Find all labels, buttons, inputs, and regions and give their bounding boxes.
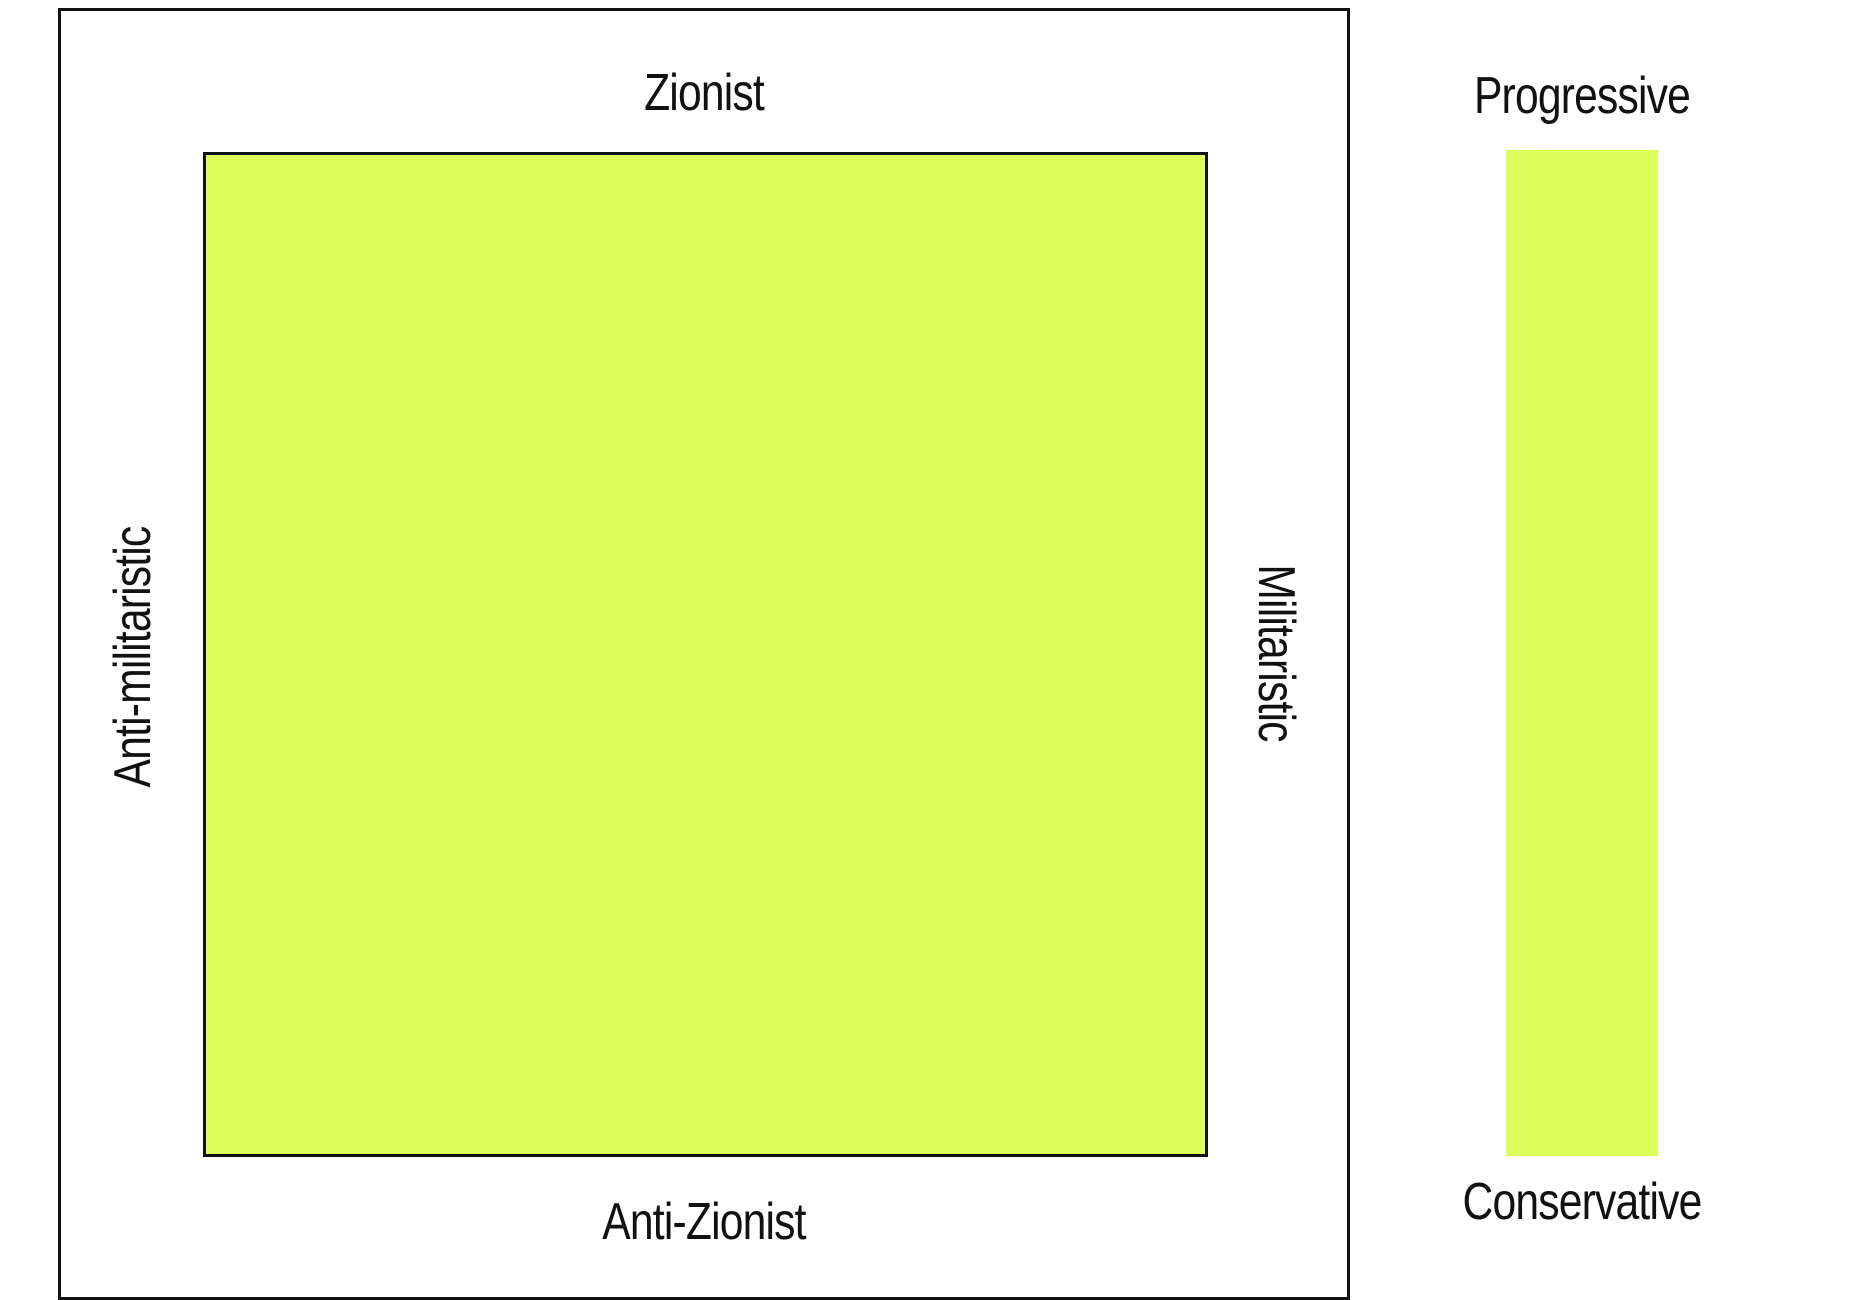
scale-bottom-label: Conservative [1462,1173,1702,1231]
scale-top-label: Progressive [1473,67,1691,125]
compass-left-label: Anti-militaristic [104,526,162,788]
compass-right-label: Militaristic [1247,564,1305,742]
compass-bottom-label: Anti-Zionist [602,1193,806,1251]
compass-grid [203,152,1208,1157]
compass-top-label: Zionist [644,64,765,122]
scale-bar [1506,150,1658,1156]
